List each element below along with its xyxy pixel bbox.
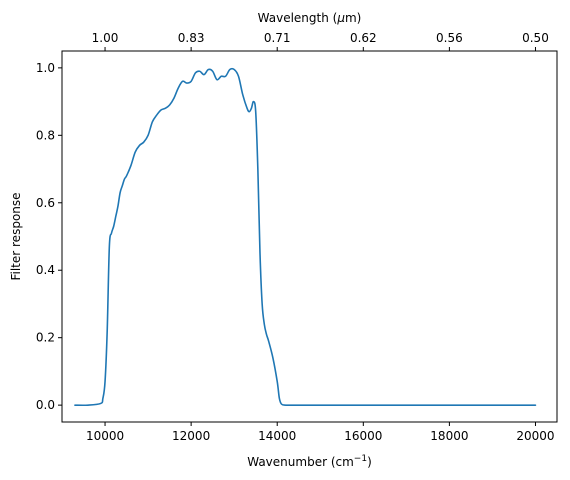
series-layer xyxy=(74,67,537,407)
x-axis-title: Wavenumber (cm−1) xyxy=(247,454,372,469)
x-tick-label: 14000 xyxy=(258,429,296,443)
top-x-tick-label: 0.71 xyxy=(264,31,291,45)
top-axis-title: Wavelength (μm) xyxy=(258,11,362,25)
plot-frame xyxy=(61,50,558,423)
y-tick-label: 0.8 xyxy=(36,128,55,142)
y-axis-left: 0.0 0.2 0.4 0.6 0.8 1.0 xyxy=(36,61,62,412)
y-tick-label: 0.6 xyxy=(36,196,55,210)
x-tick-label: 16000 xyxy=(344,429,382,443)
y-tick-label: 0.2 xyxy=(36,331,55,345)
y-axis-title: Filter response xyxy=(9,192,23,280)
x-axis-top: 1.00 0.83 0.71 0.62 0.56 0.50 xyxy=(92,31,549,51)
plot-area xyxy=(62,51,557,422)
x-axis-bottom: 10000 12000 14000 16000 18000 20000 xyxy=(86,422,555,443)
x-tick-label: 12000 xyxy=(172,429,210,443)
y-tick-label: 0.0 xyxy=(36,398,55,412)
y-tick-label: 0.4 xyxy=(36,263,55,277)
top-x-tick-label: 0.56 xyxy=(436,31,463,45)
filter-response-line xyxy=(74,67,537,407)
x-tick-label: 18000 xyxy=(430,429,468,443)
top-x-tick-label: 0.83 xyxy=(178,31,205,45)
top-x-tick-label: 1.00 xyxy=(92,31,119,45)
top-x-tick-label: 0.50 xyxy=(522,31,549,45)
x-tick-label: 20000 xyxy=(516,429,554,443)
x-tick-label: 10000 xyxy=(86,429,124,443)
top-x-tick-label: 0.62 xyxy=(350,31,377,45)
y-tick-label: 1.0 xyxy=(36,61,55,75)
